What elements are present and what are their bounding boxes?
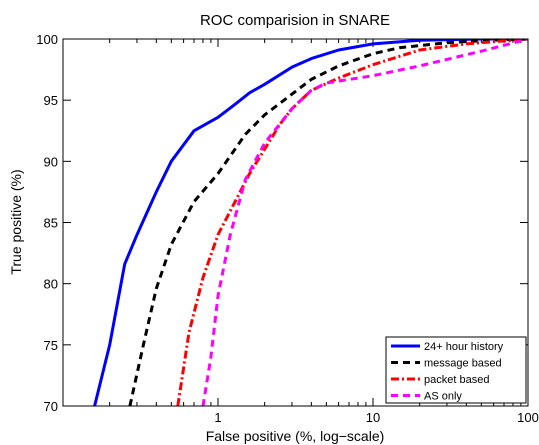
legend-label: message based — [424, 358, 502, 370]
y-tick-label: 90 — [44, 154, 58, 169]
y-tick-label: 100 — [36, 32, 58, 47]
x-tick-label: 100 — [517, 410, 539, 425]
y-tick-label: 80 — [44, 277, 58, 292]
x-axis-label: False positive (%, log−scale) — [206, 428, 385, 444]
chart-legend: 24+ hour history message based packet base… — [385, 336, 527, 404]
series-line-as-only — [201, 39, 528, 406]
legend-label: 24+ hour history — [424, 341, 504, 353]
series-line-packet-based — [176, 39, 528, 406]
series-line-message-based — [128, 39, 528, 406]
x-tick-label: 1 — [214, 410, 221, 425]
y-tick-label: 85 — [44, 216, 58, 231]
y-tick-label: 70 — [44, 399, 58, 414]
legend-label: packet based — [424, 374, 489, 386]
y-tick-label: 95 — [44, 93, 58, 108]
y-axis-label: True positive (%) — [8, 169, 24, 274]
plot-area-frame — [62, 38, 529, 407]
legend-label: AS only — [424, 391, 462, 403]
legend-box — [385, 336, 527, 404]
chart-title: ROC comparision in SNARE — [200, 12, 390, 29]
series-line-24-hour-history — [93, 39, 528, 406]
x-tick-label: 10 — [366, 410, 380, 425]
y-tick-label: 75 — [44, 338, 58, 353]
